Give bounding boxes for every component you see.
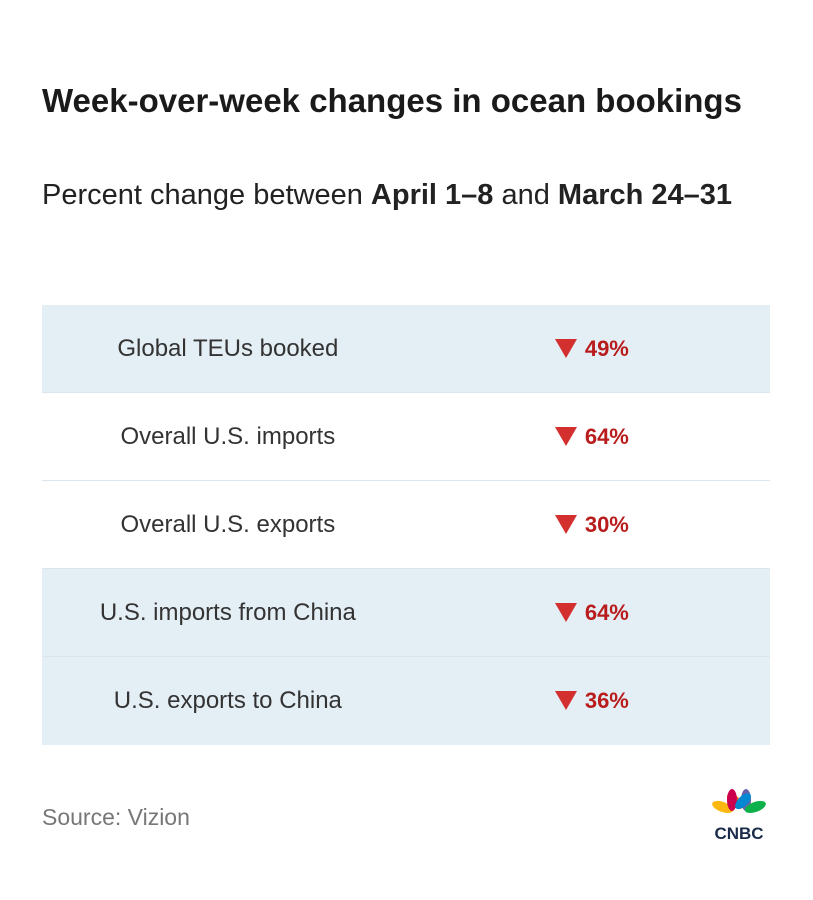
table-row: Global TEUs booked 49% bbox=[42, 305, 770, 393]
source-note: Source: Vizion bbox=[42, 804, 190, 830]
row-label: Overall U.S. exports bbox=[120, 510, 336, 538]
value-text: 64% bbox=[584, 599, 629, 625]
logo-text: CNBC bbox=[714, 824, 763, 842]
row-label: Overall U.S. imports bbox=[120, 422, 336, 450]
down-arrow-icon bbox=[554, 514, 577, 534]
row-value: 64% bbox=[414, 424, 770, 450]
peacock-logo-icon bbox=[712, 789, 766, 813]
subtitle-period2: March 24–31 bbox=[557, 179, 733, 211]
chart-title: Week-over-week changes in ocean bookings bbox=[42, 82, 742, 119]
down-arrow-icon bbox=[554, 602, 577, 622]
table-row: U.S. imports from China 64% bbox=[42, 569, 770, 657]
row-label: U.S. exports to China bbox=[113, 687, 342, 714]
value-text: 30% bbox=[584, 511, 629, 537]
value-text: 64% bbox=[584, 423, 629, 449]
down-arrow-icon bbox=[554, 426, 577, 446]
down-arrow-icon bbox=[554, 338, 577, 358]
chart-subtitle: Percent change between April 1–8 and Mar… bbox=[42, 176, 782, 214]
subtitle-period1: April 1–8 bbox=[370, 179, 494, 211]
cnbc-logo: CNBC bbox=[712, 789, 766, 842]
row-value: 49% bbox=[414, 336, 770, 362]
row-value: 30% bbox=[414, 512, 770, 538]
table-row: U.S. exports to China 36% bbox=[42, 657, 770, 745]
table-row: Overall U.S. exports 30% bbox=[42, 481, 770, 569]
value-text: 36% bbox=[584, 688, 629, 713]
row-label: U.S. imports from China bbox=[99, 598, 356, 626]
row-label: Global TEUs booked bbox=[117, 334, 339, 362]
table-row: Overall U.S. imports 64% bbox=[42, 393, 770, 481]
down-arrow-icon bbox=[554, 691, 577, 710]
bookings-table: Global TEUs booked 49% Overall U.S. impo… bbox=[42, 305, 770, 745]
row-value: 36% bbox=[414, 688, 770, 714]
value-text: 49% bbox=[584, 335, 629, 361]
subtitle-prefix: Percent change between bbox=[42, 179, 371, 211]
row-value: 64% bbox=[414, 600, 770, 626]
subtitle-middle: and bbox=[493, 179, 558, 211]
